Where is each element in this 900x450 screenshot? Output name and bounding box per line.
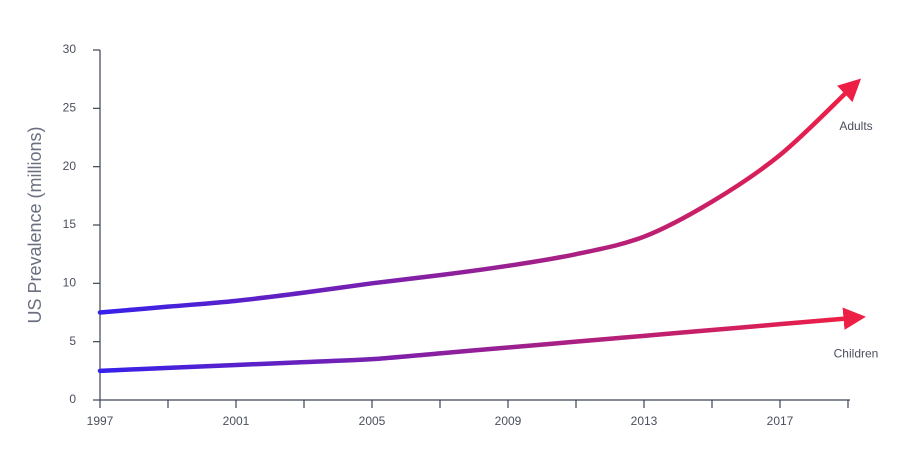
x-tick-label: 2013	[631, 414, 658, 428]
y-tick-label: 30	[63, 42, 77, 56]
y-tick-label: 20	[63, 159, 77, 173]
x-tick-label: 2005	[359, 414, 386, 428]
y-tick-label: 15	[63, 217, 77, 231]
series-line	[97, 78, 862, 315]
series-label: Adults	[839, 119, 872, 133]
series-label: Children	[834, 347, 879, 361]
y-tick-label: 25	[63, 101, 77, 115]
y-tick-label: 10	[63, 276, 77, 290]
x-tick-label: 2009	[495, 414, 522, 428]
x-tick-label: 1997	[87, 414, 114, 428]
y-tick-label: 5	[69, 334, 76, 348]
x-tick-label: 2017	[767, 414, 794, 428]
series-line	[97, 307, 866, 374]
y-axis-label: US Prevalence (millions)	[25, 126, 45, 323]
x-tick-label: 2001	[223, 414, 250, 428]
y-tick-label: 0	[69, 392, 76, 406]
